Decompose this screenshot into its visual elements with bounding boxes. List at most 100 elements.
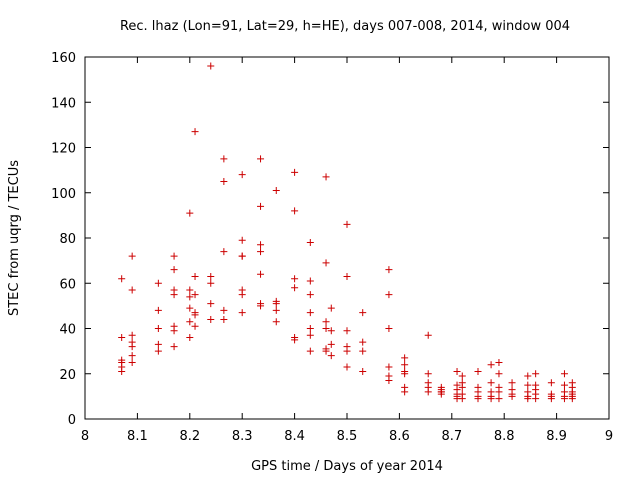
y-tick: 160 — [51, 51, 609, 66]
data-point — [128, 343, 136, 351]
data-point — [220, 177, 228, 185]
data-point — [487, 379, 495, 387]
data-point — [495, 388, 503, 396]
y-axis-label: STEC from uqrg / TECUs — [7, 160, 22, 316]
data-point — [359, 367, 367, 375]
data-point — [560, 381, 568, 389]
data-point — [191, 128, 199, 136]
data-point — [272, 300, 280, 308]
data-point — [401, 388, 409, 396]
data-point — [186, 293, 194, 301]
data-point — [532, 370, 540, 378]
data-point — [170, 343, 178, 351]
x-tick: 8 — [81, 57, 89, 444]
x-tick-label: 8.4 — [284, 429, 305, 444]
data-point — [220, 155, 228, 163]
x-tick: 8.1 — [127, 57, 148, 444]
y-tick: 80 — [59, 232, 609, 247]
data-point — [560, 395, 568, 403]
x-tick-label: 8 — [81, 429, 89, 444]
data-point — [220, 248, 228, 256]
data-point — [547, 395, 555, 403]
data-point — [257, 270, 265, 278]
x-tick-label: 8.2 — [179, 429, 200, 444]
data-point — [291, 207, 299, 215]
data-point — [291, 168, 299, 176]
x-tick: 9 — [605, 57, 613, 444]
data-point — [128, 252, 136, 260]
data-point — [508, 379, 516, 387]
data-point — [191, 272, 199, 280]
data-point — [272, 318, 280, 326]
data-point — [343, 363, 351, 371]
y-tick: 100 — [51, 187, 609, 202]
data-point — [291, 275, 299, 283]
data-point — [128, 358, 136, 366]
data-point — [207, 315, 215, 323]
data-point — [186, 334, 194, 342]
y-tick-label: 60 — [59, 277, 76, 292]
y-tick-label: 0 — [68, 413, 76, 428]
x-tick: 8.7 — [441, 57, 462, 444]
data-point — [327, 352, 335, 360]
data-point — [424, 370, 432, 378]
data-point — [327, 327, 335, 335]
data-point — [524, 372, 532, 380]
data-point — [154, 306, 162, 314]
data-point — [306, 239, 314, 247]
data-point — [170, 291, 178, 299]
data-point — [118, 334, 126, 342]
y-tick: 0 — [68, 413, 609, 428]
x-tick-label: 9 — [605, 429, 613, 444]
data-point — [458, 395, 466, 403]
data-point — [238, 171, 246, 179]
data-point — [385, 363, 393, 371]
data-point — [257, 302, 265, 310]
data-point — [495, 395, 503, 403]
data-point — [359, 338, 367, 346]
data-point — [401, 370, 409, 378]
data-point — [385, 266, 393, 274]
data-point — [207, 300, 215, 308]
data-point — [458, 372, 466, 380]
data-point — [257, 248, 265, 256]
data-point — [487, 361, 495, 369]
data-point — [257, 241, 265, 249]
data-point — [453, 367, 461, 375]
data-point — [322, 173, 330, 181]
data-point — [220, 315, 228, 323]
data-point — [306, 309, 314, 317]
data-point — [207, 279, 215, 287]
data-point — [327, 304, 335, 312]
y-tick-label: 100 — [51, 187, 76, 202]
data-point — [343, 327, 351, 335]
data-point — [272, 186, 280, 194]
data-point — [424, 388, 432, 396]
y-tick-label: 80 — [59, 232, 76, 247]
data-point — [524, 381, 532, 389]
data-point — [343, 272, 351, 280]
data-point — [128, 352, 136, 360]
data-point — [322, 347, 330, 355]
data-point — [568, 395, 576, 403]
x-axis-label: GPS time / Days of year 2014 — [251, 459, 443, 474]
y-tick-label: 140 — [51, 96, 76, 111]
data-point — [495, 370, 503, 378]
x-tick: 8.8 — [494, 57, 515, 444]
data-point — [191, 311, 199, 319]
x-tick-label: 8.1 — [127, 429, 148, 444]
data-point — [118, 367, 126, 375]
data-point — [306, 331, 314, 339]
data-point — [186, 318, 194, 326]
data-point — [437, 390, 445, 398]
data-point — [322, 259, 330, 267]
data-point — [495, 358, 503, 366]
data-point — [306, 277, 314, 285]
y-tick: 20 — [59, 368, 609, 383]
data-point — [359, 347, 367, 355]
data-point — [474, 395, 482, 403]
data-point — [424, 331, 432, 339]
data-point — [154, 347, 162, 355]
data-point — [343, 220, 351, 228]
data-point — [238, 236, 246, 244]
